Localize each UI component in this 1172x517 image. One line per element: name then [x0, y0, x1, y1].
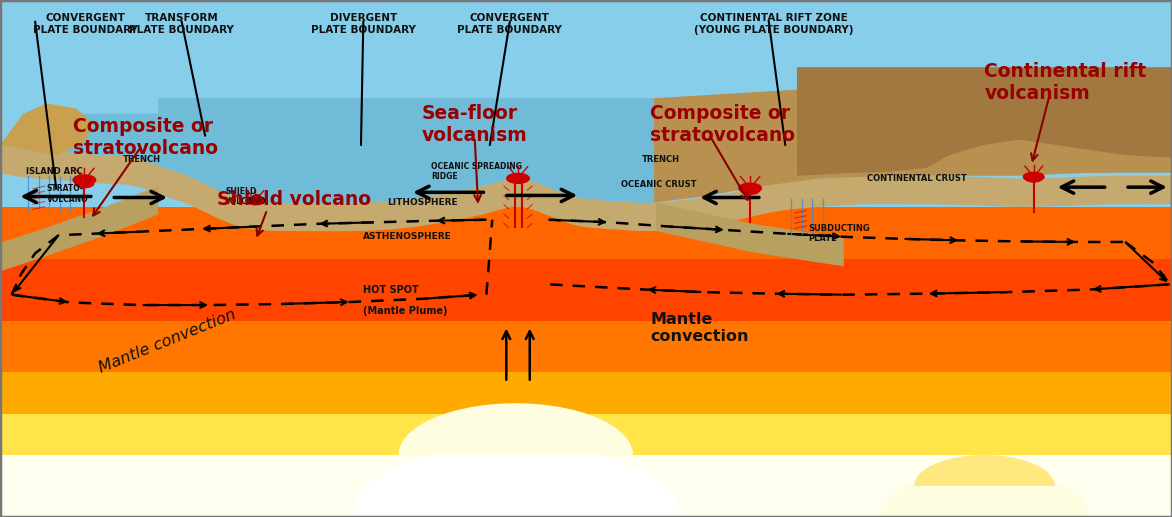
Polygon shape — [0, 455, 1172, 517]
Circle shape — [75, 179, 94, 188]
Text: ASTHENOSPHERE: ASTHENOSPHERE — [363, 232, 452, 241]
Text: Mantle convection: Mantle convection — [96, 307, 238, 376]
Text: SUBDUCTING
PLATE: SUBDUCTING PLATE — [809, 224, 871, 244]
Polygon shape — [0, 103, 94, 155]
Text: Shield volcano: Shield volcano — [217, 190, 370, 208]
Polygon shape — [0, 258, 1172, 321]
Polygon shape — [0, 145, 1172, 231]
Text: Composite or
stratovolcano: Composite or stratovolcano — [73, 116, 218, 158]
Polygon shape — [352, 445, 680, 517]
Text: (Mantle Plume): (Mantle Plume) — [363, 306, 448, 316]
Circle shape — [246, 196, 265, 205]
Text: CONVERGENT
PLATE BOUNDARY: CONVERGENT PLATE BOUNDARY — [457, 13, 563, 35]
Circle shape — [738, 183, 762, 193]
Polygon shape — [879, 470, 1090, 517]
Circle shape — [1023, 172, 1044, 181]
Text: CONTINENTAL RIFT ZONE
(YOUNG PLATE BOUNDARY): CONTINENTAL RIFT ZONE (YOUNG PLATE BOUND… — [694, 13, 853, 35]
Circle shape — [73, 175, 96, 185]
Polygon shape — [0, 207, 1172, 258]
Polygon shape — [0, 321, 1172, 372]
Text: LITHOSPHERE: LITHOSPHERE — [387, 198, 457, 207]
Polygon shape — [53, 114, 158, 165]
Polygon shape — [656, 203, 844, 266]
Polygon shape — [797, 67, 1172, 176]
Text: Composite or
stratovolcano: Composite or stratovolcano — [650, 103, 796, 145]
Text: ISLAND ARC: ISLAND ARC — [26, 167, 82, 176]
Polygon shape — [158, 98, 656, 203]
Text: TRENCH: TRENCH — [642, 155, 680, 164]
Polygon shape — [914, 455, 1055, 486]
Text: CONTINENTAL CRUST: CONTINENTAL CRUST — [867, 174, 967, 183]
Circle shape — [506, 173, 530, 184]
Text: TRENCH: TRENCH — [123, 155, 161, 164]
Polygon shape — [654, 67, 1172, 203]
Circle shape — [1026, 175, 1042, 182]
Text: SHIELD
VOLCANO: SHIELD VOLCANO — [225, 187, 267, 206]
Text: OCEANIC SPREADING
RIDGE: OCEANIC SPREADING RIDGE — [431, 162, 523, 181]
Text: TRANSFORM
PLATE BOUNDARY: TRANSFORM PLATE BOUNDARY — [129, 13, 234, 35]
Text: STRATO-
VOLCANO: STRATO- VOLCANO — [47, 184, 89, 204]
Text: CONVERGENT
PLATE BOUNDARY: CONVERGENT PLATE BOUNDARY — [33, 13, 137, 35]
Text: Continental rift
volcanism: Continental rift volcanism — [984, 62, 1146, 103]
Text: DIVERGENT
PLATE BOUNDARY: DIVERGENT PLATE BOUNDARY — [311, 13, 416, 35]
Text: HOT SPOT: HOT SPOT — [363, 284, 420, 295]
Text: OCEANIC CRUST: OCEANIC CRUST — [621, 180, 696, 189]
Text: Mantle
convection: Mantle convection — [650, 312, 749, 344]
Polygon shape — [0, 372, 1172, 414]
Polygon shape — [0, 414, 1172, 455]
Polygon shape — [398, 403, 633, 455]
Text: Sea-floor
volcanism: Sea-floor volcanism — [422, 103, 527, 145]
Circle shape — [741, 186, 759, 194]
Polygon shape — [0, 186, 158, 271]
